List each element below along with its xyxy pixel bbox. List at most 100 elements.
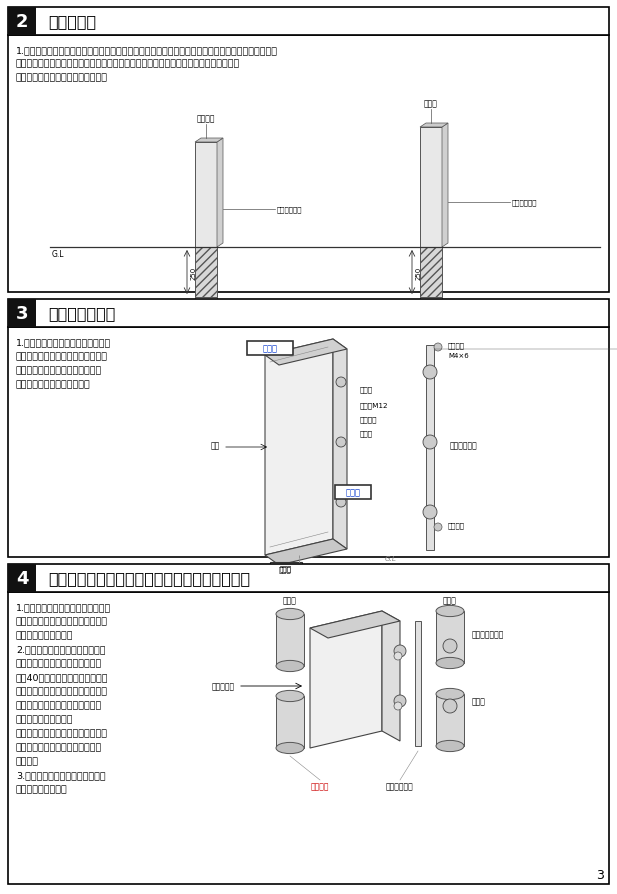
Circle shape xyxy=(394,645,406,657)
Text: ヒンジ: ヒンジ xyxy=(360,386,373,392)
Circle shape xyxy=(423,435,437,450)
Text: 2.外開きストッパーを吊元柱の道: 2.外開きストッパーを吊元柱の道 xyxy=(16,645,106,654)
Text: 250: 250 xyxy=(416,266,422,279)
Circle shape xyxy=(434,343,442,351)
Polygon shape xyxy=(265,340,347,366)
Text: ヒジツボ: ヒジツボ xyxy=(360,417,378,423)
Text: 約40㎜のところに上下２ヶ所貼: 約40㎜のところに上下２ヶ所貼 xyxy=(16,672,109,681)
Text: 回転柱: 回転柱 xyxy=(280,565,292,571)
Bar xyxy=(8,36,609,292)
Polygon shape xyxy=(265,539,347,565)
Text: 法を確かめたうえで、埋込み基準線まで、コンクリートを打って仕上げてください。: 法を確かめたうえで、埋込み基準線まで、コンクリートを打って仕上げてください。 xyxy=(16,59,240,69)
Text: 2: 2 xyxy=(16,13,28,31)
Bar xyxy=(415,621,421,746)
Text: ンジパイプを使って本体を吊元: ンジパイプを使って本体を吊元 xyxy=(16,366,102,375)
Text: 支柱の埋設: 支柱の埋設 xyxy=(48,14,96,30)
Text: 路側のヒジツボ取付ボルトの上: 路側のヒジツボ取付ボルトの上 xyxy=(16,658,102,667)
Bar xyxy=(426,346,434,551)
Bar xyxy=(335,485,371,500)
Text: 外開きストッパーとヒンジキャップの取りつけ: 外開きストッパーとヒンジキャップの取りつけ xyxy=(48,571,250,586)
Polygon shape xyxy=(310,611,382,748)
Ellipse shape xyxy=(276,609,304,620)
Ellipse shape xyxy=(276,743,304,754)
Text: 回転柱: 回転柱 xyxy=(443,595,457,604)
Circle shape xyxy=(423,366,437,380)
Bar xyxy=(8,593,609,884)
Polygon shape xyxy=(333,340,347,550)
Bar xyxy=(8,8,36,36)
Text: 4: 4 xyxy=(16,569,28,587)
Bar xyxy=(195,143,217,248)
Text: 1.吊元柱及び戸当り柱の埋め込みコ: 1.吊元柱及び戸当り柱の埋め込みコ xyxy=(16,338,111,347)
Bar xyxy=(8,327,609,557)
Ellipse shape xyxy=(436,740,464,752)
Text: 3: 3 xyxy=(596,868,604,881)
Text: 吊元柱: 吊元柱 xyxy=(360,430,373,437)
Polygon shape xyxy=(420,124,448,128)
Text: 吊元柱: 吊元柱 xyxy=(283,595,297,604)
Bar xyxy=(247,342,293,356)
Text: 埋込み基準線: 埋込み基準線 xyxy=(512,199,537,207)
Ellipse shape xyxy=(276,691,304,702)
Text: ストッパー: ストッパー xyxy=(212,682,235,691)
Bar xyxy=(8,564,36,593)
Text: ンクリートの硬化を確かめて、ヒ: ンクリートの硬化を確かめて、ヒ xyxy=(16,351,108,360)
Ellipse shape xyxy=(436,658,464,669)
Circle shape xyxy=(336,497,346,508)
Ellipse shape xyxy=(276,661,304,672)
Text: ヒンジパイプ: ヒンジパイプ xyxy=(386,781,414,790)
Text: トの頭がストッパーに当るのを: トの頭がストッパーに当るのを xyxy=(16,700,102,709)
Text: 1.吊元柱、戸当り柱（片開きの場合のみ）の埋込みは据えつけ図をご覧いただき、水平・垂直・各寸: 1.吊元柱、戸当り柱（片開きの場合のみ）の埋込みは据えつけ図をご覧いただき、水平… xyxy=(16,46,278,55)
Text: 家　側: 家 側 xyxy=(346,488,360,497)
Text: 1.本体取りつけの際、吊元柱と本体: 1.本体取りつけの際、吊元柱と本体 xyxy=(16,603,111,611)
Bar xyxy=(8,8,609,36)
Bar xyxy=(195,248,217,298)
Circle shape xyxy=(336,377,346,388)
Text: 250: 250 xyxy=(191,266,197,279)
Polygon shape xyxy=(195,139,223,143)
Text: の高さの微調整は、ヒンジの長穴: の高さの微調整は、ヒンジの長穴 xyxy=(16,616,108,625)
Text: さい。: さい。 xyxy=(16,756,39,765)
Text: M4×6: M4×6 xyxy=(448,352,469,358)
Text: 3.ヒンジにヒンジキャップを打ち: 3.ヒンジにヒンジキャップを打ち xyxy=(16,770,106,780)
Text: ふき取ってから貼りつけてくだ: ふき取ってから貼りつけてくだ xyxy=(16,742,102,751)
Circle shape xyxy=(336,437,346,448)
Text: 吊元柱: 吊元柱 xyxy=(424,99,438,108)
Bar xyxy=(436,611,464,663)
Bar xyxy=(270,562,302,574)
Text: 床面は水平に仕上げてください。: 床面は水平に仕上げてください。 xyxy=(16,73,108,82)
Text: ヒンジパイプ: ヒンジパイプ xyxy=(450,441,478,450)
Text: 3: 3 xyxy=(16,305,28,323)
Text: 埋込み基準線: 埋込み基準線 xyxy=(277,207,302,213)
Bar xyxy=(8,299,609,327)
Bar xyxy=(276,696,304,748)
Text: 戸当り柱: 戸当り柱 xyxy=(197,114,215,122)
Bar xyxy=(436,695,464,746)
Bar xyxy=(8,564,609,593)
Polygon shape xyxy=(442,124,448,248)
Polygon shape xyxy=(310,611,400,638)
Text: 込んでください。: 込んでください。 xyxy=(16,784,68,793)
Bar xyxy=(420,248,442,298)
Circle shape xyxy=(394,696,406,707)
Text: 柱に取りつけてください。: 柱に取りつけてください。 xyxy=(16,380,91,389)
Text: 本体の取りつけ: 本体の取りつけ xyxy=(48,306,115,321)
Ellipse shape xyxy=(436,606,464,617)
Text: ヒジツボ: ヒジツボ xyxy=(311,781,329,790)
Text: 道路側: 道路側 xyxy=(262,344,278,353)
Circle shape xyxy=(434,523,442,531)
Circle shape xyxy=(423,505,437,519)
Text: 尚、貼りつけ個所の汚れを充分に: 尚、貼りつけ個所の汚れを充分に xyxy=(16,729,108,738)
Bar xyxy=(8,299,36,327)
Circle shape xyxy=(394,653,402,661)
Ellipse shape xyxy=(436,688,464,700)
Text: ヒンジキャップ: ヒンジキャップ xyxy=(472,629,504,639)
Text: ナベビス: ナベビス xyxy=(448,342,465,349)
Text: 本体: 本体 xyxy=(211,441,220,450)
Text: G.L: G.L xyxy=(385,555,397,561)
Polygon shape xyxy=(265,340,333,555)
Text: りつけ、回転柱のヒンジ取付ボル: りつけ、回転柱のヒンジ取付ボル xyxy=(16,687,108,696)
Circle shape xyxy=(443,639,457,654)
Text: 回転柱: 回転柱 xyxy=(279,565,291,572)
Text: ヒンジ: ヒンジ xyxy=(472,696,486,705)
